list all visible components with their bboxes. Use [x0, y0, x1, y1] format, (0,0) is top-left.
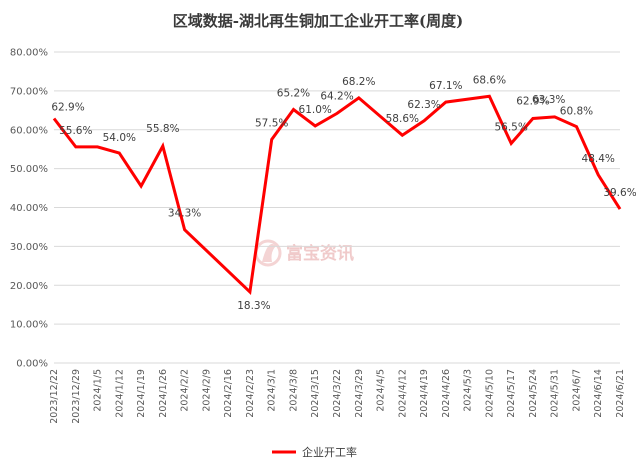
y-tick-label: 30.00% [10, 242, 48, 253]
y-tick-label: 80.00% [10, 48, 48, 59]
data-label: 63.3% [532, 94, 565, 106]
data-label: 34.3% [168, 208, 201, 220]
legend: 企业开工率 [272, 445, 357, 459]
x-tick-label: 2024/4/26 [441, 369, 452, 418]
x-tick-label: 2024/3/15 [310, 369, 321, 418]
watermark-flame-icon [262, 244, 276, 262]
data-label: 62.9% [51, 101, 84, 113]
data-label: 57.5% [255, 117, 288, 129]
data-label: 18.3% [237, 300, 270, 312]
x-tick-label: 2024/6/14 [593, 369, 604, 418]
x-tick-label: 2024/5/24 [528, 369, 539, 418]
data-label: 55.8% [146, 123, 179, 135]
series-line [52, 94, 622, 295]
x-tick-label: 2024/3/8 [288, 369, 299, 412]
x-tick-label: 2024/1/5 [93, 369, 104, 412]
x-tick-label: 2024/5/3 [463, 369, 474, 412]
y-tick-label: 40.00% [10, 203, 48, 214]
x-tick-label: 2024/6/21 [615, 369, 626, 418]
legend-label: 企业开工率 [302, 445, 357, 459]
y-tick-label: 0.00% [16, 359, 48, 370]
x-tick-label: 2024/2/16 [223, 369, 234, 418]
y-tick-label: 70.00% [10, 86, 48, 97]
x-tick-label: 2024/1/26 [158, 369, 169, 418]
x-tick-label: 2024/3/29 [354, 369, 365, 418]
x-tick-label: 2024/2/9 [201, 369, 212, 412]
data-label: 64.2% [320, 90, 353, 102]
x-tick-label: 2024/5/17 [506, 369, 517, 418]
watermark-text: 富宝资讯 [286, 243, 354, 264]
watermark: 富宝资讯 [254, 239, 354, 267]
x-tick-label: 2024/2/23 [245, 369, 256, 418]
data-label: 48.4% [582, 153, 615, 165]
data-label: 68.2% [342, 76, 375, 88]
x-tick-label: 2024/4/5 [376, 369, 387, 412]
data-label: 55.6% [59, 125, 92, 137]
y-tick-label: 10.00% [10, 320, 48, 331]
data-label: 54.0% [103, 132, 136, 144]
x-tick-label: 2024/2/2 [180, 369, 191, 412]
data-label: 62.3% [407, 99, 440, 111]
x-tick-label: 2024/6/7 [571, 369, 582, 412]
x-tick-label: 2024/3/22 [332, 369, 343, 418]
x-tick-label: 2024/1/19 [136, 369, 147, 418]
data-label: 39.6% [603, 187, 636, 199]
chart-title: 区域数据-湖北再生铜加工企业开工率(周度) [173, 12, 463, 30]
x-tick-label: 2024/4/19 [419, 369, 430, 418]
data-label: 67.1% [429, 80, 462, 92]
data-label: 60.8% [560, 106, 593, 118]
y-tick-label: 60.00% [10, 125, 48, 136]
data-label: 65.2% [277, 88, 310, 100]
data-label: 61.0% [299, 104, 332, 116]
x-tick-label: 2023/12/22 [49, 369, 60, 424]
x-tick-label: 2024/3/1 [267, 369, 278, 412]
y-tick-label: 20.00% [10, 281, 48, 292]
x-tick-label: 2024/5/10 [484, 369, 495, 418]
x-tick-label: 2023/12/29 [71, 369, 82, 424]
y-tick-label: 50.00% [10, 164, 48, 175]
data-label: 62.9% [516, 95, 549, 107]
x-tick-label: 2024/5/31 [550, 369, 561, 418]
x-tick-label: 2024/1/12 [114, 369, 125, 418]
data-label: 68.6% [473, 74, 506, 86]
data-label: 58.6% [386, 113, 419, 125]
data-label: 56.5% [494, 121, 527, 133]
x-tick-label: 2024/4/12 [397, 369, 408, 418]
